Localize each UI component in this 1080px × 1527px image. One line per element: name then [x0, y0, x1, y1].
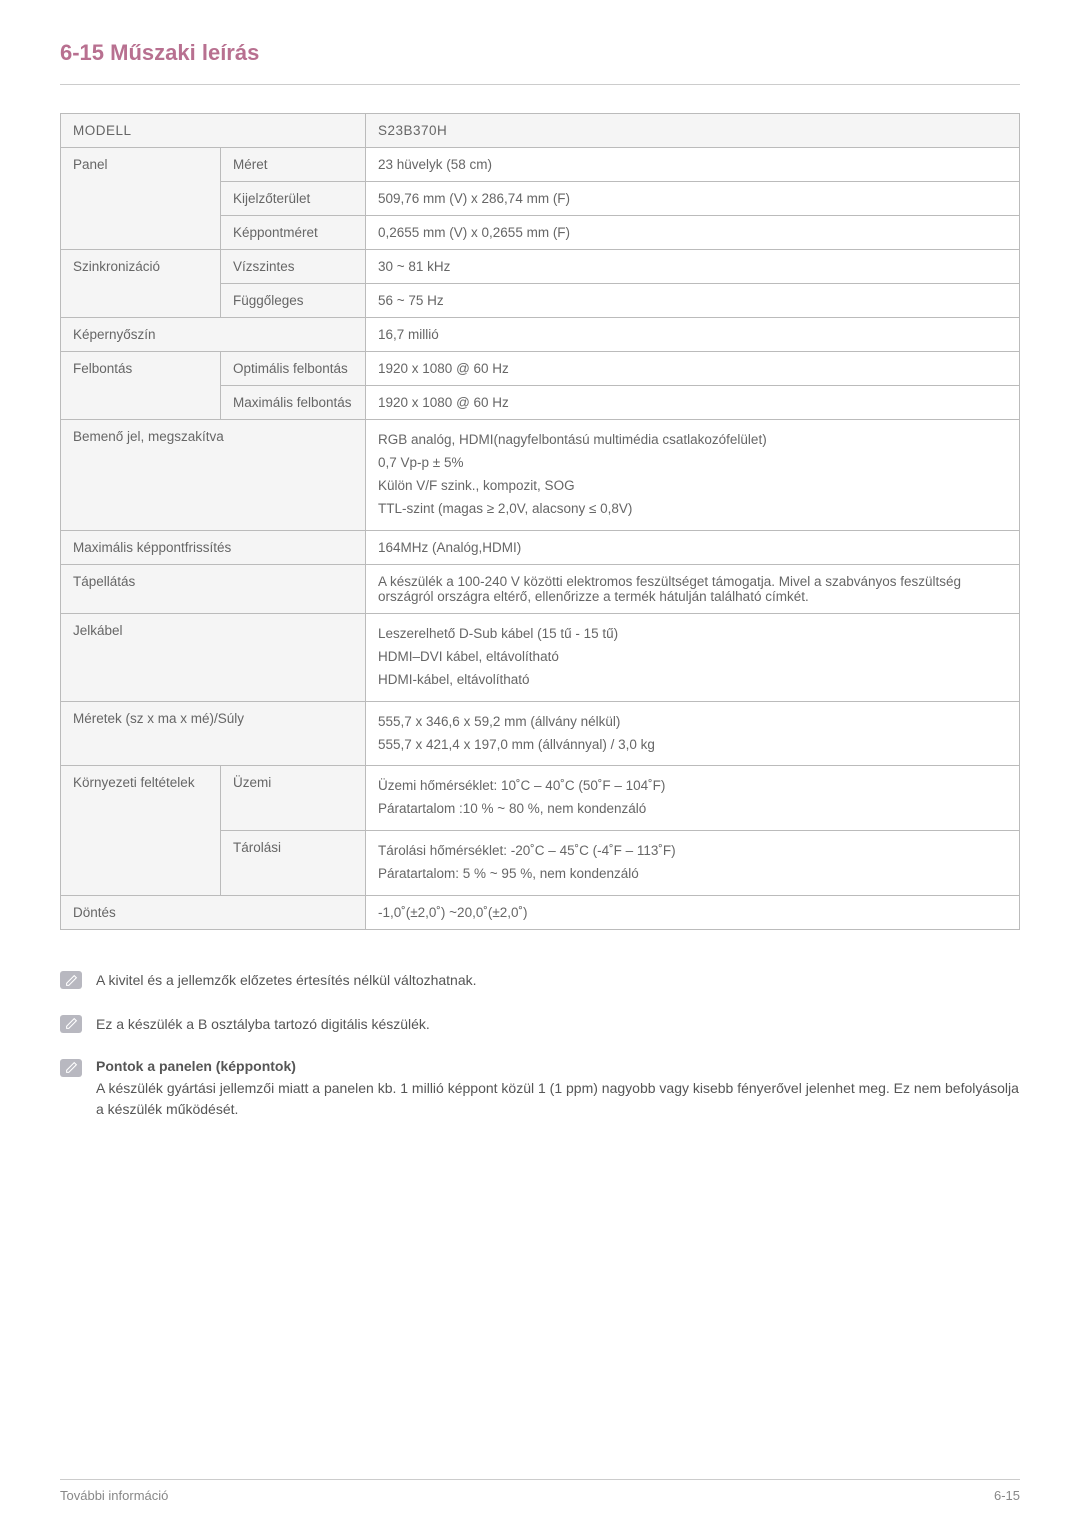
cell-sublabel: Méret: [221, 148, 366, 182]
divider: [60, 84, 1020, 85]
cell-sublabel: Kijelzőterület: [221, 182, 366, 216]
divider: [60, 1479, 1020, 1480]
table-row: Tápellátás A készülék a 100-240 V között…: [61, 564, 1020, 613]
cell-value: 23 hüvelyk (58 cm): [366, 148, 1020, 182]
cell-value: RGB analóg, HDMI(nagyfelbontású multiméd…: [366, 420, 1020, 531]
cell-value: 56 ~ 75 Hz: [366, 284, 1020, 318]
table-header-row: MODELL S23B370H: [61, 114, 1020, 148]
table-row: Bemenő jel, megszakítva RGB analóg, HDMI…: [61, 420, 1020, 531]
cell-value: 0,2655 mm (V) x 0,2655 mm (F): [366, 216, 1020, 250]
cell-sublabel: Képpontméret: [221, 216, 366, 250]
table-row: Képernyőszín 16,7 millió: [61, 318, 1020, 352]
cell-value: -1,0˚(±2,0˚) ~20,0˚(±2,0˚): [366, 896, 1020, 930]
cell-label: Képernyőszín: [61, 318, 366, 352]
cell-sublabel: Optimális felbontás: [221, 352, 366, 386]
note-text: A készülék gyártási jellemzői miatt a pa…: [96, 1078, 1020, 1121]
footer-right: 6-15: [994, 1488, 1020, 1503]
cell-sublabel: Vízszintes: [221, 250, 366, 284]
cell-sublabel: Tárolási: [221, 831, 366, 896]
cell-value: 16,7 millió: [366, 318, 1020, 352]
cell-label: Tápellátás: [61, 564, 366, 613]
note-text: A kivitel és a jellemzők előzetes értesí…: [96, 970, 477, 992]
cell-label: Szinkronizáció: [61, 250, 221, 318]
cell-label: Felbontás: [61, 352, 221, 420]
page-footer: További információ 6-15: [0, 1479, 1080, 1527]
note-item: Ez a készülék a B osztályba tartozó digi…: [60, 1014, 1020, 1036]
cell-label: Bemenő jel, megszakítva: [61, 420, 366, 531]
header-model: MODELL: [61, 114, 366, 148]
cell-value: Üzemi hőmérséklet: 10˚C – 40˚C (50˚F – 1…: [366, 766, 1020, 831]
cell-label: Jelkábel: [61, 613, 366, 701]
cell-value: 1920 x 1080 @ 60 Hz: [366, 352, 1020, 386]
cell-label: Maximális képpontfrissítés: [61, 530, 366, 564]
note-title: Pontok a panelen (képpontok): [96, 1058, 1020, 1074]
cell-value: 30 ~ 81 kHz: [366, 250, 1020, 284]
cell-value: 509,76 mm (V) x 286,74 mm (F): [366, 182, 1020, 216]
note-icon: [60, 1059, 82, 1077]
cell-value: Leszerelhető D-Sub kábel (15 tű - 15 tű)…: [366, 613, 1020, 701]
cell-value: Tárolási hőmérséklet: -20˚C – 45˚C (-4˚F…: [366, 831, 1020, 896]
note-icon: [60, 1015, 82, 1033]
header-product: S23B370H: [366, 114, 1020, 148]
cell-sublabel: Maximális felbontás: [221, 386, 366, 420]
cell-sublabel: Függőleges: [221, 284, 366, 318]
cell-label: Panel: [61, 148, 221, 250]
footer-left: További információ: [60, 1488, 168, 1503]
spec-table: MODELL S23B370H Panel Méret 23 hüvelyk (…: [60, 113, 1020, 930]
cell-value: A készülék a 100-240 V közötti elektromo…: [366, 564, 1020, 613]
note-icon: [60, 971, 82, 989]
cell-value: 1920 x 1080 @ 60 Hz: [366, 386, 1020, 420]
note-text: Ez a készülék a B osztályba tartozó digi…: [96, 1014, 430, 1036]
table-row: Döntés -1,0˚(±2,0˚) ~20,0˚(±2,0˚): [61, 896, 1020, 930]
cell-value: 164MHz (Analóg,HDMI): [366, 530, 1020, 564]
cell-label: Környezeti feltételek: [61, 766, 221, 896]
cell-sublabel: Üzemi: [221, 766, 366, 831]
note-item: Pontok a panelen (képpontok) A készülék …: [60, 1058, 1020, 1121]
table-row: Jelkábel Leszerelhető D-Sub kábel (15 tű…: [61, 613, 1020, 701]
cell-label: Méretek (sz x ma x mé)/Súly: [61, 701, 366, 766]
table-row: Felbontás Optimális felbontás 1920 x 108…: [61, 352, 1020, 386]
cell-label: Döntés: [61, 896, 366, 930]
table-row: Szinkronizáció Vízszintes 30 ~ 81 kHz: [61, 250, 1020, 284]
table-row: Panel Méret 23 hüvelyk (58 cm): [61, 148, 1020, 182]
cell-value: 555,7 x 346,6 x 59,2 mm (állvány nélkül)…: [366, 701, 1020, 766]
table-row: Maximális képpontfrissítés 164MHz (Analó…: [61, 530, 1020, 564]
table-row: Környezeti feltételek Üzemi Üzemi hőmérs…: [61, 766, 1020, 831]
section-heading: 6-15 Műszaki leírás: [60, 40, 1020, 66]
note-item: A kivitel és a jellemzők előzetes értesí…: [60, 970, 1020, 992]
table-row: Méretek (sz x ma x mé)/Súly 555,7 x 346,…: [61, 701, 1020, 766]
